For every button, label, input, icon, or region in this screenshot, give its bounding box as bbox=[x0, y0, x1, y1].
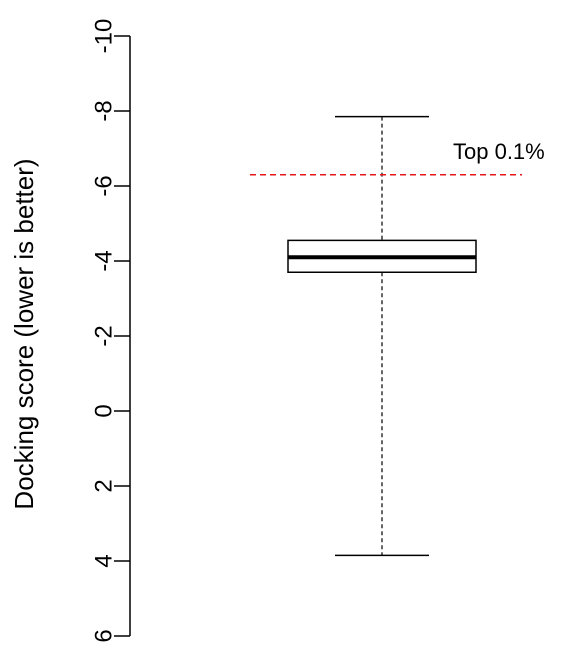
y-axis: -10 -8 -6 -4 -2 0 2 4 6 bbox=[90, 19, 131, 643]
y-tick-label: 2 bbox=[90, 479, 117, 492]
y-tick-label: -6 bbox=[90, 175, 117, 196]
y-axis-title: Docking score (lower is better) bbox=[9, 158, 39, 509]
y-tick-label: 6 bbox=[90, 629, 117, 642]
plot-area: Top 0.1% bbox=[250, 115, 545, 557]
y-tick-label: -2 bbox=[90, 325, 117, 346]
y-tick-label: -4 bbox=[90, 250, 117, 271]
y-tick-label: 0 bbox=[90, 404, 117, 417]
y-tick-label: -8 bbox=[90, 100, 117, 121]
reference-line-label: Top 0.1% bbox=[453, 139, 545, 164]
y-tick-label: 4 bbox=[90, 554, 117, 567]
y-tick-label: -10 bbox=[90, 19, 117, 54]
